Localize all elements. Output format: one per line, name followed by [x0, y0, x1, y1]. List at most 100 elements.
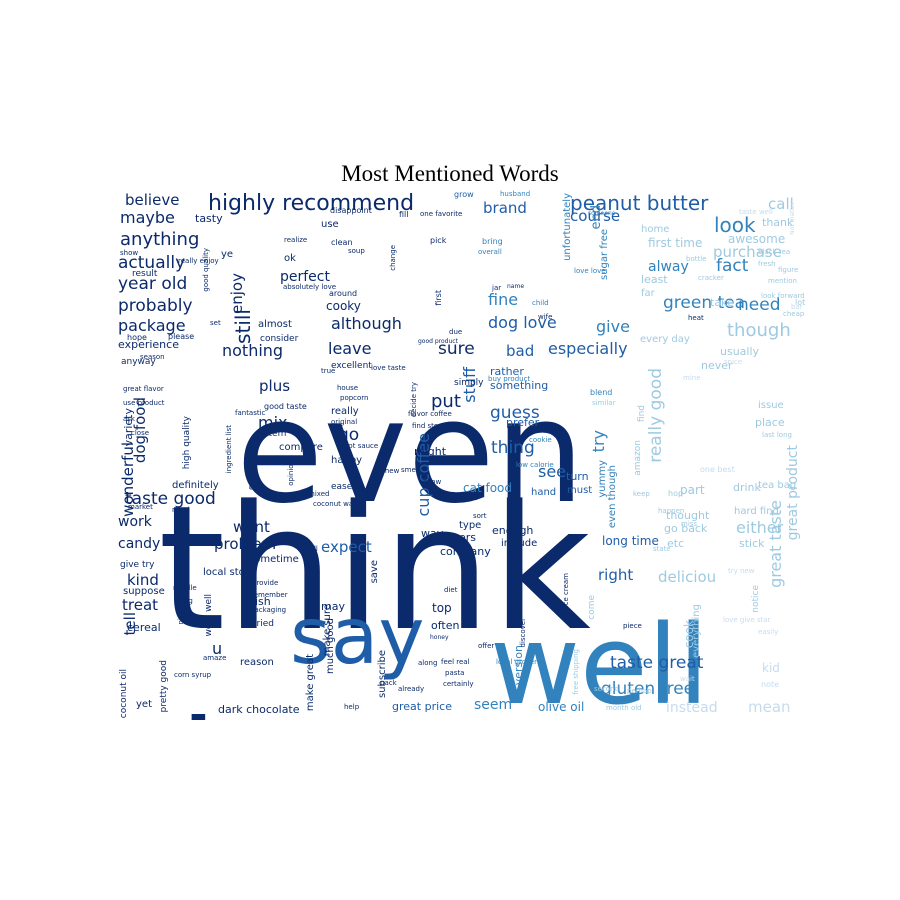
word-big: big [182, 597, 193, 605]
word-allow: allow [423, 478, 442, 486]
word-love-taste: love taste [371, 364, 406, 372]
word-compare: compare [279, 442, 323, 453]
word-help: help [344, 703, 360, 711]
word-rather: rather [490, 365, 524, 378]
word-usually: usually [720, 345, 760, 358]
word-figure: figure [778, 266, 799, 274]
word-end: end [589, 205, 604, 230]
word-still: still [231, 309, 255, 344]
word-pretty-good: pretty good [159, 660, 169, 713]
word-not-matter: Not matter [789, 202, 796, 235]
word-ease: ease [331, 482, 353, 492]
word-come: come [587, 595, 597, 620]
word-taste-good: taste good [125, 489, 216, 509]
word-sell: sell [306, 545, 318, 553]
word-wait: wait [680, 675, 695, 683]
word-ingredient-list: ingredient list [225, 425, 233, 474]
word-experience: experience [118, 338, 179, 351]
word-jar: jar [492, 284, 502, 292]
word-highly-recommend: highly recommend [208, 191, 415, 216]
word-far: far [641, 288, 655, 299]
word-grow: grow [454, 190, 474, 199]
word-local-store: local store [203, 567, 255, 578]
word-green-tea: green tea [663, 293, 746, 313]
word-mean: mean [748, 698, 791, 716]
word-say: say [290, 592, 425, 682]
word-enjoy: enjoy [228, 273, 246, 314]
word-course: course [570, 207, 621, 225]
word-way: way [421, 527, 444, 540]
word-everything: everything [691, 604, 702, 658]
word-home: home [641, 224, 670, 235]
word-good-quality: good quality [202, 248, 210, 292]
word-heat: heat [688, 314, 704, 322]
word-kid: kid [762, 661, 780, 675]
word-try-new: try new [728, 567, 755, 575]
word-disappoint: disappoint [330, 206, 372, 215]
word-taste-well: taste well [739, 208, 773, 216]
word-instead: instead [666, 700, 718, 716]
word-may: may [321, 600, 345, 613]
word-buy-product: buy product [488, 375, 531, 383]
word-cheap: cheap [783, 310, 805, 318]
word-free-shipping: free shipping [572, 649, 580, 695]
word-idea: idea [508, 569, 523, 577]
word-last-long: last long [762, 431, 792, 439]
word-fact: fact [716, 256, 749, 276]
word-even-though: even though [607, 465, 618, 529]
word-coconut-water: coconut water [313, 500, 364, 508]
word-pack: pack [380, 679, 397, 687]
word-house: house [337, 384, 359, 392]
word-market: market [128, 503, 153, 511]
word-cookie: cookie [529, 436, 552, 444]
word-suppose: suppose [123, 586, 165, 597]
word-unfortunately: unfortunately [562, 193, 573, 261]
word-lot: lot [795, 298, 806, 307]
word-along: along [418, 659, 438, 667]
word-nothing: nothing [222, 341, 284, 360]
word-thank: thank [762, 216, 794, 229]
word-anyway: anyway [121, 357, 156, 367]
word-one-favorite: one favorite [420, 210, 463, 218]
word-amaze: amaze [203, 654, 227, 662]
word-must: must [567, 485, 593, 496]
word-local-grocery: local grocery [496, 658, 542, 666]
word-low-calorie: low calorie [516, 461, 554, 469]
word-although: although [331, 314, 402, 333]
word-awesome: awesome [728, 232, 786, 246]
word-bar: bar [791, 303, 803, 311]
word-often: often [431, 619, 460, 632]
word-u: u [212, 639, 223, 658]
word-notice: notice [751, 585, 761, 613]
word-look-forward: look forward [761, 292, 805, 300]
word-really: really [331, 406, 359, 417]
word-pasta: pasta [445, 669, 465, 677]
word-realize: realize [284, 236, 308, 244]
word-place: place [755, 416, 785, 429]
word-child: child [532, 299, 549, 307]
word-bottle: bottle [686, 255, 707, 263]
word-provide: provide [252, 579, 279, 587]
word-taste-great: taste great [610, 653, 704, 673]
word-feel-real: feel real [441, 658, 470, 666]
word-peanut-butter: peanut butter [570, 191, 709, 215]
word-someone: someone [588, 210, 616, 217]
word-type: type [459, 520, 482, 531]
word-wish: wish [246, 595, 271, 608]
word-see: see [538, 462, 567, 481]
word-happen: happen [658, 507, 685, 515]
word-seem: seem [474, 697, 513, 713]
word-hand: hand [531, 487, 557, 498]
word-easily: easily [758, 628, 779, 636]
word-sometime: sometime [249, 554, 299, 565]
word-first: first [434, 290, 443, 306]
word-name: name [507, 283, 525, 290]
word-first-time: first time [648, 236, 703, 250]
word-honey: honey [430, 634, 449, 641]
word-tried: tried [253, 619, 274, 629]
word-fill: fill [399, 210, 409, 219]
word-treat: treat [122, 596, 159, 614]
word-point: point [459, 494, 477, 502]
word-mixed: mixed [308, 490, 330, 498]
word-right: right [598, 566, 634, 584]
